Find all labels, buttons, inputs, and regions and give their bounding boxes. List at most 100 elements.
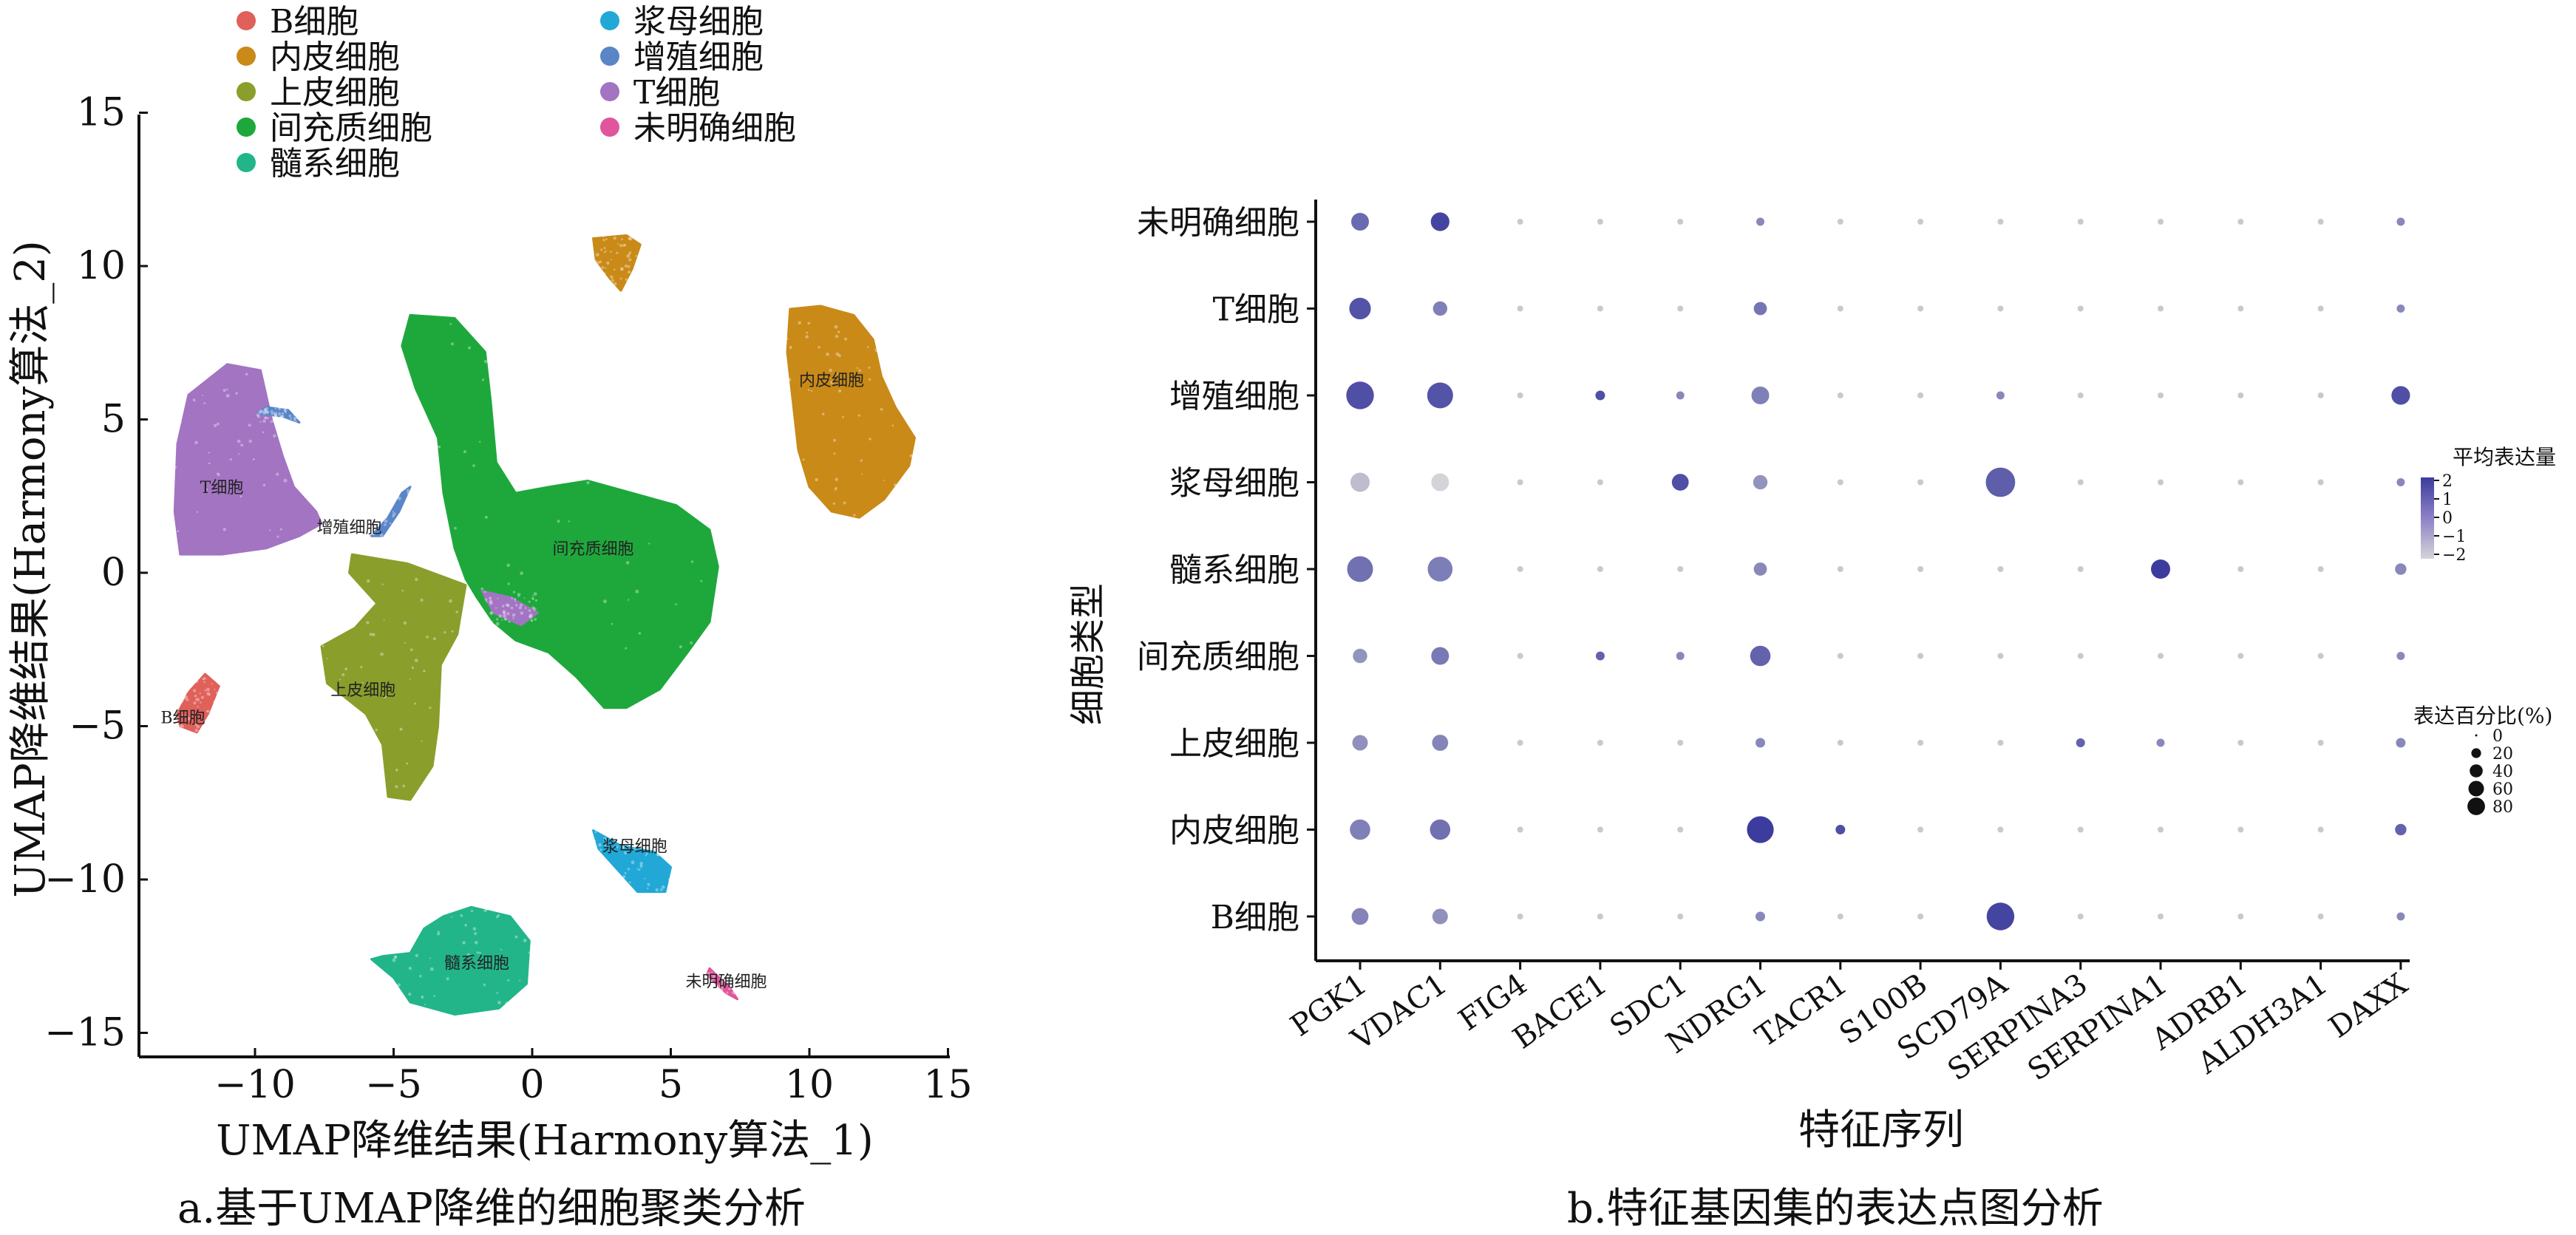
umap-point	[225, 393, 230, 398]
umap-point	[615, 839, 617, 841]
umap-point	[180, 698, 185, 702]
umap-point	[636, 868, 639, 870]
umap-point	[728, 973, 731, 976]
umap-point	[208, 452, 210, 454]
umap-point	[464, 923, 468, 927]
umap-point	[282, 412, 284, 415]
umap-point	[295, 421, 297, 423]
umap-point	[496, 915, 499, 919]
umap-x-tick-label: 0	[520, 1063, 544, 1107]
color-legend-tick-label: −1	[2442, 528, 2466, 546]
umap-point	[616, 846, 619, 848]
umap-point	[279, 528, 282, 531]
umap-point	[639, 862, 643, 865]
umap-point	[380, 506, 383, 508]
umap-point	[213, 700, 216, 703]
umap-point	[193, 701, 197, 705]
umap-point	[339, 678, 341, 681]
dot-0-10	[2158, 219, 2164, 225]
umap-point	[622, 848, 625, 851]
umap-point	[719, 979, 723, 983]
dot-1-4	[1677, 305, 1684, 312]
umap-point	[627, 868, 631, 871]
umap-point	[370, 486, 374, 490]
umap-point	[596, 279, 599, 282]
umap-cluster-6-texture	[370, 486, 412, 537]
umap-point	[276, 415, 279, 418]
umap-point	[633, 846, 637, 850]
umap-point	[407, 519, 412, 523]
umap-point	[668, 856, 672, 860]
umap-point	[265, 406, 268, 411]
umap-point	[503, 618, 506, 621]
umap-point	[381, 780, 384, 782]
umap-point	[868, 378, 871, 381]
umap-point	[194, 677, 198, 681]
umap-point	[276, 535, 279, 538]
umap-point	[403, 520, 406, 523]
umap-point	[194, 440, 198, 445]
umap-point	[495, 622, 500, 626]
legend-label: 增殖细胞	[633, 38, 764, 76]
dot-3-11	[2237, 479, 2244, 486]
umap-point	[450, 342, 455, 346]
umap-point	[402, 514, 405, 517]
umap-point	[433, 995, 435, 998]
legend-label: 内皮细胞	[270, 38, 400, 76]
umap-point	[263, 408, 267, 411]
umap-y-tick-label: −15	[44, 1011, 126, 1055]
umap-point	[505, 603, 509, 607]
dotplot-gene-label: DAXX	[2323, 967, 2414, 1045]
umap-point	[620, 268, 623, 271]
umap-point	[381, 788, 384, 792]
umap-point	[271, 413, 273, 416]
umap-cluster-fragment-0-texture	[592, 234, 642, 292]
umap-point	[531, 594, 534, 596]
umap-point	[603, 839, 606, 842]
umap-point	[395, 768, 398, 772]
umap-point	[463, 450, 467, 454]
umap-cluster-8	[705, 967, 738, 1001]
umap-point	[470, 910, 474, 913]
umap-point	[714, 678, 718, 682]
umap-point	[710, 993, 713, 996]
umap-point	[475, 941, 478, 945]
umap-point	[592, 887, 595, 890]
umap-point	[317, 457, 321, 461]
umap-cluster-layer	[173, 234, 916, 1016]
umap-point	[274, 413, 277, 417]
umap-point	[387, 991, 390, 994]
dot-4-9	[2077, 566, 2084, 572]
legend-swatch	[237, 47, 256, 66]
umap-point	[880, 408, 883, 411]
umap-point	[395, 495, 399, 500]
dot-0-6	[1837, 219, 1843, 225]
umap-point	[397, 489, 399, 491]
umap-point	[194, 723, 198, 727]
panel-b-caption: b.特征基因集的表达点图分析	[1567, 1185, 2104, 1233]
umap-point	[523, 939, 527, 942]
dot-6-7	[1917, 740, 1924, 746]
umap-point	[689, 693, 692, 695]
umap-point	[722, 979, 725, 982]
dot-7-10	[2158, 826, 2164, 833]
umap-point	[176, 693, 180, 697]
dot-0-8	[1997, 219, 2004, 225]
umap-point	[206, 692, 210, 695]
dot-6-9	[2076, 738, 2085, 747]
umap-point	[557, 548, 561, 551]
umap-point	[384, 519, 388, 523]
umap-cluster-label: B细胞	[160, 709, 205, 727]
umap-point	[808, 389, 810, 391]
umap-point	[637, 439, 640, 442]
umap-point	[177, 392, 181, 395]
umap-point	[530, 468, 534, 472]
umap-point	[705, 981, 710, 985]
umap-point	[710, 977, 715, 981]
umap-point	[733, 991, 737, 995]
umap-point	[700, 579, 703, 582]
umap-point	[419, 975, 422, 978]
umap-point	[627, 265, 631, 268]
